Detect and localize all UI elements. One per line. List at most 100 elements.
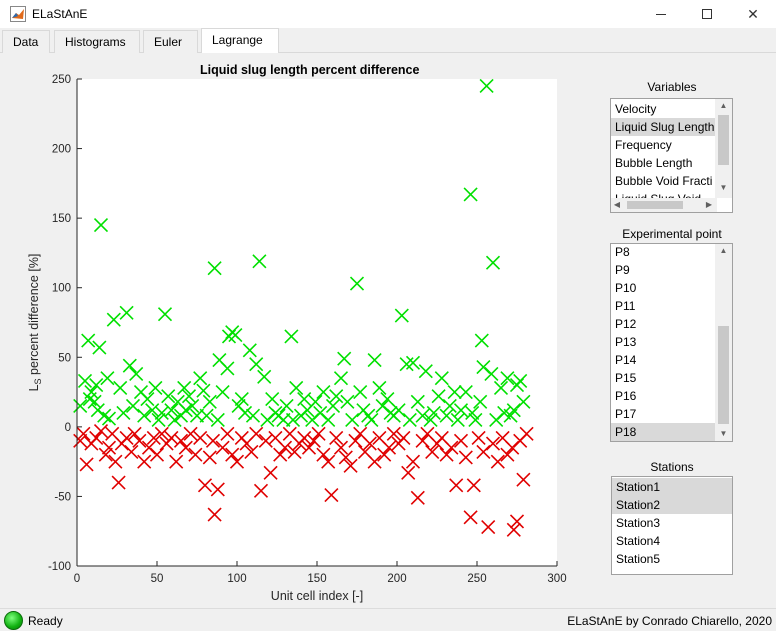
data-point: [287, 444, 302, 459]
data-point: [340, 394, 355, 409]
scroll-up-icon[interactable]: ▲: [719, 101, 728, 110]
data-point: [140, 391, 155, 407]
window-title: ELaStAnE: [32, 7, 88, 21]
variable-item[interactable]: Liquid Slug Length: [611, 118, 717, 136]
variables-listbox[interactable]: Velocity Liquid Slug Length Frequency Bubbl…: [610, 98, 733, 213]
experimental-point-item[interactable]: P18: [611, 423, 717, 441]
data-point: [185, 398, 200, 414]
plot-title: Liquid slug length percent difference: [200, 63, 420, 77]
x-tick-label: 200: [387, 573, 406, 585]
data-point: [439, 447, 454, 462]
data-point: [349, 276, 365, 291]
data-point: [164, 403, 179, 418]
data-point: [516, 472, 531, 487]
data-point: [447, 385, 462, 400]
experimental-point-item[interactable]: P10: [615, 281, 637, 295]
data-point: [468, 412, 483, 427]
minimize-button[interactable]: [638, 0, 684, 28]
scroll-thumb-h[interactable]: [627, 201, 683, 209]
data-point: [210, 412, 225, 427]
plot-area: [77, 79, 557, 566]
data-point: [93, 218, 109, 233]
variable-item[interactable]: Frequency: [615, 138, 672, 152]
maximize-button[interactable]: [684, 0, 730, 28]
stations-listbox[interactable]: Station1 Station2 Station3 Station4 Station5: [611, 476, 733, 575]
station-item[interactable]: Station1: [612, 478, 732, 496]
tab-data[interactable]: Data: [2, 30, 50, 53]
data-point: [111, 475, 126, 490]
experimental-point-item[interactable]: P15: [615, 371, 637, 385]
data-point: [84, 385, 99, 400]
close-button[interactable]: ✕: [730, 0, 776, 28]
experimental-point-item[interactable]: P8: [615, 245, 630, 259]
tab-histograms[interactable]: Histograms: [54, 30, 140, 53]
y-tick-label: 150: [52, 213, 71, 225]
data-point: [265, 391, 280, 407]
experimental-point-vscroll[interactable]: ▲ ▼: [715, 244, 732, 441]
data-point: [484, 366, 499, 382]
variables-vscroll[interactable]: ▲ ▼: [715, 99, 732, 198]
data-point: [127, 426, 142, 441]
data-point: [249, 357, 264, 372]
experimental-point-item[interactable]: P12: [615, 317, 637, 331]
data-point: [444, 440, 459, 455]
data-point: [481, 519, 496, 535]
data-point: [81, 333, 96, 348]
data-point: [229, 454, 245, 469]
station-item[interactable]: Station5: [616, 552, 661, 566]
station-item[interactable]: Station3: [616, 516, 661, 530]
window-titlebar: ELaStAnE ✕: [0, 0, 776, 28]
data-point: [225, 447, 240, 462]
data-point: [249, 426, 264, 441]
data-point: [113, 380, 128, 395]
variables-hscroll[interactable]: ◀ ▶: [611, 198, 717, 212]
station-item[interactable]: Station4: [616, 534, 661, 548]
data-point: [442, 398, 457, 414]
scroll-down-icon[interactable]: ▼: [719, 183, 728, 192]
data-point: [324, 487, 339, 503]
tab-lagrange[interactable]: Lagrange: [201, 28, 279, 54]
data-point: [516, 394, 531, 409]
data-point: [463, 510, 478, 525]
data-point: [410, 490, 425, 505]
experimental-point-item[interactable]: P14: [615, 353, 637, 367]
scroll-left-icon[interactable]: ◀: [613, 200, 621, 209]
station-item[interactable]: Station2: [612, 496, 732, 514]
data-point: [79, 457, 94, 472]
y-tick-label: 50: [58, 352, 71, 364]
data-point: [145, 403, 160, 418]
data-point: [220, 426, 235, 441]
data-point: [193, 430, 208, 446]
experimental-point-item[interactable]: P13: [615, 335, 637, 349]
variable-item[interactable]: Velocity: [615, 102, 657, 116]
experimental-point-item[interactable]: P16: [615, 389, 637, 403]
experimental-point-item[interactable]: P11: [615, 299, 636, 313]
data-point: [205, 433, 221, 448]
scroll-up-icon[interactable]: ▲: [719, 246, 728, 255]
data-point: [108, 454, 123, 469]
data-point: [178, 403, 193, 418]
scroll-thumb[interactable]: [718, 115, 729, 165]
data-point: [116, 405, 131, 421]
data-point: [463, 187, 478, 202]
variable-item[interactable]: Bubble Length: [615, 156, 693, 170]
data-point: [119, 305, 134, 320]
y-tick-label: 250: [52, 74, 71, 86]
scroll-down-icon[interactable]: ▼: [719, 429, 728, 438]
data-point: [509, 514, 525, 529]
data-point: [181, 389, 197, 404]
data-point: [178, 440, 193, 455]
scroll-thumb[interactable]: [718, 326, 729, 424]
experimental-point-listbox[interactable]: P8 P9 P10 P11 P12 P13 P14 P15 P16 P17 P18 ▲ ▼: [610, 243, 733, 442]
experimental-point-item[interactable]: P9: [615, 263, 630, 277]
status-light-icon: [4, 611, 23, 630]
data-point: [449, 478, 464, 493]
experimental-point-item[interactable]: P17: [615, 407, 637, 421]
variable-item[interactable]: Bubble Void Fracti: [615, 174, 713, 188]
data-point: [493, 380, 509, 395]
data-point: [316, 385, 331, 400]
tab-euler[interactable]: Euler: [143, 30, 198, 53]
scroll-right-icon[interactable]: ▶: [705, 200, 713, 209]
data-point: [242, 343, 257, 358]
